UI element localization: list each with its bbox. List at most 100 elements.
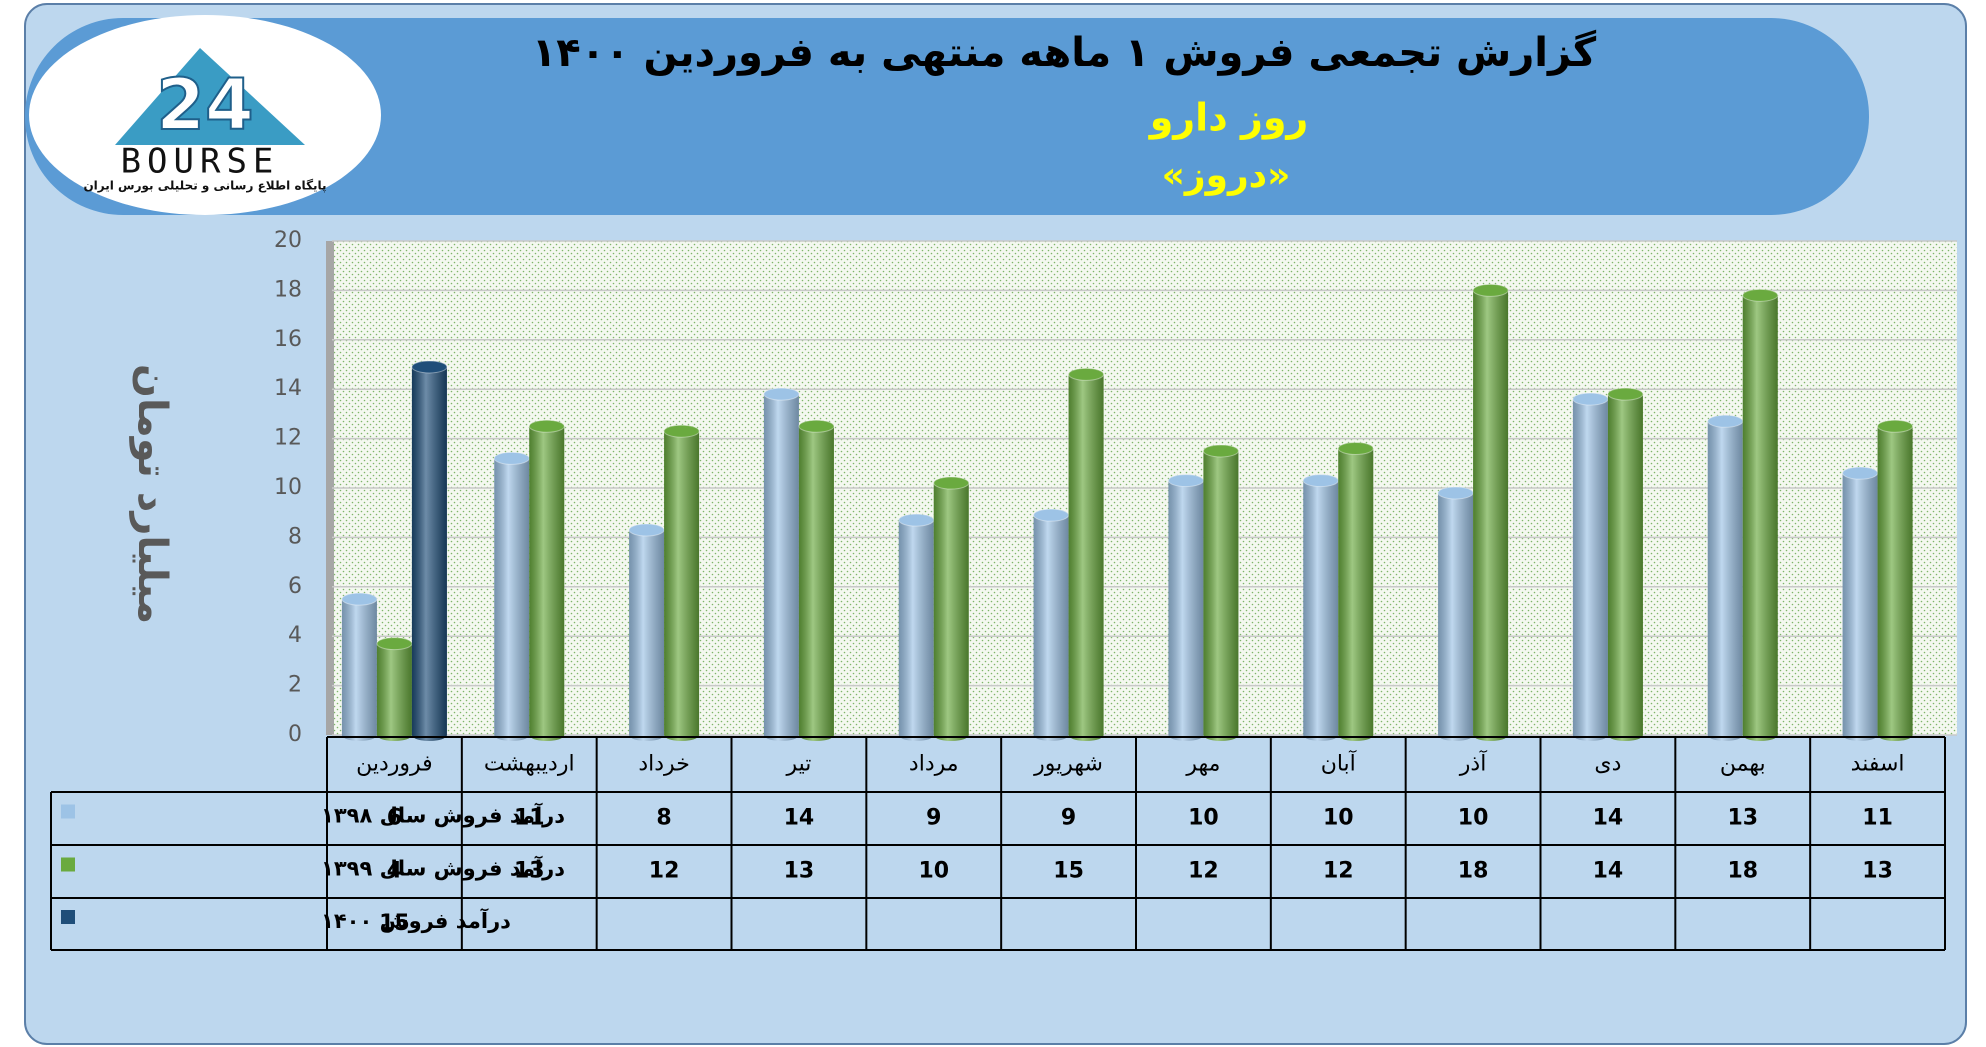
bar-shade <box>1203 444 1239 741</box>
bar-shade <box>1707 415 1743 741</box>
bar-shade <box>1842 467 1878 741</box>
logo-number: 24 <box>156 64 253 146</box>
y-tick-label: 14 <box>274 376 302 401</box>
bar-cap <box>933 476 970 490</box>
bar-cap <box>411 360 448 374</box>
data-label: 14 <box>1593 806 1624 831</box>
x-tick-label: شهریور <box>1033 752 1103 777</box>
chart-subtitle2: «دروز» <box>1162 155 1291 196</box>
bar-shade <box>1033 509 1069 741</box>
bar-shade <box>763 388 799 741</box>
y-tick-label: 20 <box>274 228 302 253</box>
bar-shade <box>1607 388 1643 741</box>
bar-cap <box>1707 414 1744 428</box>
bar-cap <box>1877 419 1914 433</box>
data-label: 12 <box>1323 859 1354 884</box>
bar-shade <box>629 523 665 741</box>
bar-shade <box>1068 368 1104 741</box>
x-tick-label: خرداد <box>638 752 689 777</box>
data-label: 13 <box>1862 859 1893 884</box>
y-tick-label: 8 <box>288 524 302 549</box>
chart-title: گزارش تجمعی فروش ۱ ماهه منتهی به فروردین… <box>532 29 1597 76</box>
bar-shade <box>341 593 377 741</box>
bar-cap <box>1302 474 1339 488</box>
bar-cap <box>1167 474 1204 488</box>
bar-shade <box>664 425 700 741</box>
data-label: 12 <box>649 859 680 884</box>
bar-shade <box>933 477 969 741</box>
legend-label: درآمد فروش سال ۱۳۹۸ <box>321 803 565 828</box>
data-label: 11 <box>514 806 545 831</box>
data-label: 18 <box>1727 859 1758 884</box>
bar-shade <box>798 420 834 741</box>
data-label: 11 <box>1862 806 1893 831</box>
x-tick-label: مهر <box>1185 752 1220 777</box>
logo-name: BOURSE <box>121 142 280 182</box>
data-label: 13 <box>784 859 815 884</box>
bar-shade <box>1168 474 1204 741</box>
bar-cap <box>798 419 835 433</box>
data-label: 13 <box>1727 806 1758 831</box>
bar-cap <box>341 592 378 606</box>
bar-cap <box>1607 387 1644 401</box>
bar-cap <box>898 513 935 527</box>
x-tick-label: تیر <box>785 752 811 777</box>
chart-subtitle: روز دارو <box>1148 96 1309 141</box>
data-label: 10 <box>1323 806 1354 831</box>
y-tick-label: 18 <box>274 277 302 302</box>
data-label: 10 <box>1188 806 1219 831</box>
bar-shade <box>1303 474 1339 741</box>
data-label: 4 <box>387 859 402 884</box>
data-label: 12 <box>1188 859 1219 884</box>
bar-cap <box>1437 486 1474 500</box>
data-label: 10 <box>918 859 949 884</box>
bar-cap <box>1033 508 1070 522</box>
data-label: 6 <box>387 806 402 831</box>
legend-swatch <box>61 804 75 819</box>
x-tick-label: اسفند <box>1851 752 1905 777</box>
x-tick-label: دی <box>1594 752 1621 777</box>
y-tick-label: 12 <box>274 426 302 451</box>
bar-cap <box>376 637 413 651</box>
bar-shade <box>376 637 412 741</box>
bar-shade <box>1473 284 1509 741</box>
legend-swatch <box>61 857 75 872</box>
y-tick-label: 6 <box>288 574 302 599</box>
bar-cap <box>528 419 565 433</box>
y-tick-label: 16 <box>274 327 302 352</box>
x-tick-label: آبان <box>1321 750 1357 777</box>
data-label: 14 <box>784 806 815 831</box>
x-tick-label: اردیبهشت <box>484 752 575 777</box>
y-tick-label: 0 <box>288 722 302 747</box>
data-label: 9 <box>1061 806 1076 831</box>
plot-wall <box>326 241 334 735</box>
bar-cap <box>1202 444 1239 458</box>
logo-tagline: پایگاه اطلاع رسانی و تحلیلی بورس ایران <box>83 179 326 194</box>
x-tick-label: آذر <box>1459 750 1487 777</box>
bar-cap <box>628 523 665 537</box>
data-label: 15 <box>1053 859 1084 884</box>
legend-label: درآمد فروش سال ۱۳۹۹ <box>321 856 565 881</box>
bar-shade <box>1742 289 1778 741</box>
legend-swatch <box>61 910 75 924</box>
bar-cap <box>493 451 530 465</box>
y-tick-label: 2 <box>288 673 302 698</box>
x-tick-label: مرداد <box>909 752 959 777</box>
bar-shade <box>898 514 934 741</box>
bar-shade <box>1877 420 1913 741</box>
y-tick-label: 10 <box>274 475 302 500</box>
header-band <box>25 18 1869 215</box>
data-label: 15 <box>379 911 410 936</box>
data-label: 14 <box>1593 859 1624 884</box>
bar-cap <box>763 387 800 401</box>
bar-cap <box>1472 283 1509 297</box>
x-tick-label: فروردین <box>356 752 433 777</box>
data-label: 9 <box>926 806 941 831</box>
data-label: 10 <box>1458 806 1489 831</box>
bar-shade <box>1572 393 1608 741</box>
data-label: 13 <box>514 859 545 884</box>
bar-cap <box>1742 288 1779 302</box>
bar-cap <box>663 424 700 438</box>
bar-shade <box>529 420 565 741</box>
y-axis-label: میلیارد تومان <box>129 364 175 624</box>
